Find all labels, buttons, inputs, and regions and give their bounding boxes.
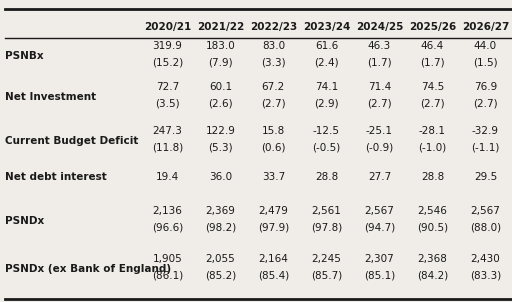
Text: (0.6): (0.6) — [261, 143, 286, 153]
Text: 2,307: 2,307 — [365, 254, 394, 264]
Text: 67.2: 67.2 — [262, 82, 285, 92]
Text: 2023/24: 2023/24 — [303, 22, 350, 32]
Text: 46.3: 46.3 — [368, 41, 391, 51]
Text: 2,164: 2,164 — [259, 254, 288, 264]
Text: (-1.0): (-1.0) — [418, 143, 446, 153]
Text: 28.8: 28.8 — [421, 172, 444, 182]
Text: 61.6: 61.6 — [315, 41, 338, 51]
Text: 27.7: 27.7 — [368, 172, 391, 182]
Text: (1.5): (1.5) — [473, 57, 498, 68]
Text: 2,546: 2,546 — [417, 206, 447, 216]
Text: Current Budget Deficit: Current Budget Deficit — [5, 136, 138, 146]
Text: (2.4): (2.4) — [314, 57, 339, 68]
Text: (5.3): (5.3) — [208, 143, 232, 153]
Text: 2026/27: 2026/27 — [462, 22, 509, 32]
Text: 2020/21: 2020/21 — [144, 22, 191, 32]
Text: 2,567: 2,567 — [471, 206, 500, 216]
Text: (88.0): (88.0) — [470, 223, 501, 233]
Text: (94.7): (94.7) — [364, 223, 395, 233]
Text: (1.7): (1.7) — [367, 57, 392, 68]
Text: 2,136: 2,136 — [153, 206, 182, 216]
Text: 2,055: 2,055 — [205, 254, 235, 264]
Text: PSNBx: PSNBx — [5, 51, 44, 61]
Text: 2,245: 2,245 — [311, 254, 342, 264]
Text: (96.6): (96.6) — [152, 223, 183, 233]
Text: -12.5: -12.5 — [313, 126, 340, 136]
Text: 2,479: 2,479 — [259, 206, 288, 216]
Text: 2022/23: 2022/23 — [250, 22, 297, 32]
Text: PSNDx: PSNDx — [5, 216, 45, 226]
Text: 33.7: 33.7 — [262, 172, 285, 182]
Text: (7.9): (7.9) — [208, 57, 232, 68]
Text: (3.5): (3.5) — [155, 99, 180, 109]
Text: 19.4: 19.4 — [156, 172, 179, 182]
Text: 2,567: 2,567 — [365, 206, 394, 216]
Text: 2025/26: 2025/26 — [409, 22, 456, 32]
Text: 183.0: 183.0 — [205, 41, 235, 51]
Text: 2021/22: 2021/22 — [197, 22, 244, 32]
Text: (15.2): (15.2) — [152, 57, 183, 68]
Text: 2,368: 2,368 — [417, 254, 447, 264]
Text: (2.7): (2.7) — [367, 99, 392, 109]
Text: PSNDx (ex Bank of England): PSNDx (ex Bank of England) — [5, 264, 171, 274]
Text: (2.7): (2.7) — [473, 99, 498, 109]
Text: 74.5: 74.5 — [421, 82, 444, 92]
Text: (2.7): (2.7) — [261, 99, 286, 109]
Text: (90.5): (90.5) — [417, 223, 448, 233]
Text: 44.0: 44.0 — [474, 41, 497, 51]
Text: 28.8: 28.8 — [315, 172, 338, 182]
Text: Net debt interest: Net debt interest — [5, 172, 107, 182]
Text: -32.9: -32.9 — [472, 126, 499, 136]
Text: 71.4: 71.4 — [368, 82, 391, 92]
Text: 83.0: 83.0 — [262, 41, 285, 51]
Text: (97.9): (97.9) — [258, 223, 289, 233]
Text: 2024/25: 2024/25 — [356, 22, 403, 32]
Text: (83.3): (83.3) — [470, 270, 501, 281]
Text: 74.1: 74.1 — [315, 82, 338, 92]
Text: -28.1: -28.1 — [419, 126, 446, 136]
Text: (-0.9): (-0.9) — [365, 143, 394, 153]
Text: Net Investment: Net Investment — [5, 92, 96, 102]
Text: (98.2): (98.2) — [205, 223, 236, 233]
Text: -25.1: -25.1 — [366, 126, 393, 136]
Text: (2.6): (2.6) — [208, 99, 232, 109]
Text: (-1.1): (-1.1) — [472, 143, 500, 153]
Text: 29.5: 29.5 — [474, 172, 497, 182]
Text: 247.3: 247.3 — [153, 126, 182, 136]
Text: (85.1): (85.1) — [364, 270, 395, 281]
Text: (-0.5): (-0.5) — [312, 143, 340, 153]
Text: (2.9): (2.9) — [314, 99, 339, 109]
Text: 15.8: 15.8 — [262, 126, 285, 136]
Text: (86.1): (86.1) — [152, 270, 183, 281]
Text: 72.7: 72.7 — [156, 82, 179, 92]
Text: (85.2): (85.2) — [205, 270, 236, 281]
Text: (1.7): (1.7) — [420, 57, 445, 68]
Text: 60.1: 60.1 — [209, 82, 232, 92]
Text: 122.9: 122.9 — [205, 126, 236, 136]
Text: 36.0: 36.0 — [209, 172, 232, 182]
Text: (85.4): (85.4) — [258, 270, 289, 281]
Text: (11.8): (11.8) — [152, 143, 183, 153]
Text: (2.7): (2.7) — [420, 99, 445, 109]
Text: 2,561: 2,561 — [311, 206, 342, 216]
Text: (85.7): (85.7) — [311, 270, 342, 281]
Text: 2,430: 2,430 — [471, 254, 500, 264]
Text: (3.3): (3.3) — [261, 57, 286, 68]
Text: 2,369: 2,369 — [205, 206, 236, 216]
Text: (97.8): (97.8) — [311, 223, 342, 233]
Text: (84.2): (84.2) — [417, 270, 448, 281]
Text: 76.9: 76.9 — [474, 82, 497, 92]
Text: 46.4: 46.4 — [421, 41, 444, 51]
Text: 1,905: 1,905 — [153, 254, 182, 264]
Text: 319.9: 319.9 — [153, 41, 182, 51]
